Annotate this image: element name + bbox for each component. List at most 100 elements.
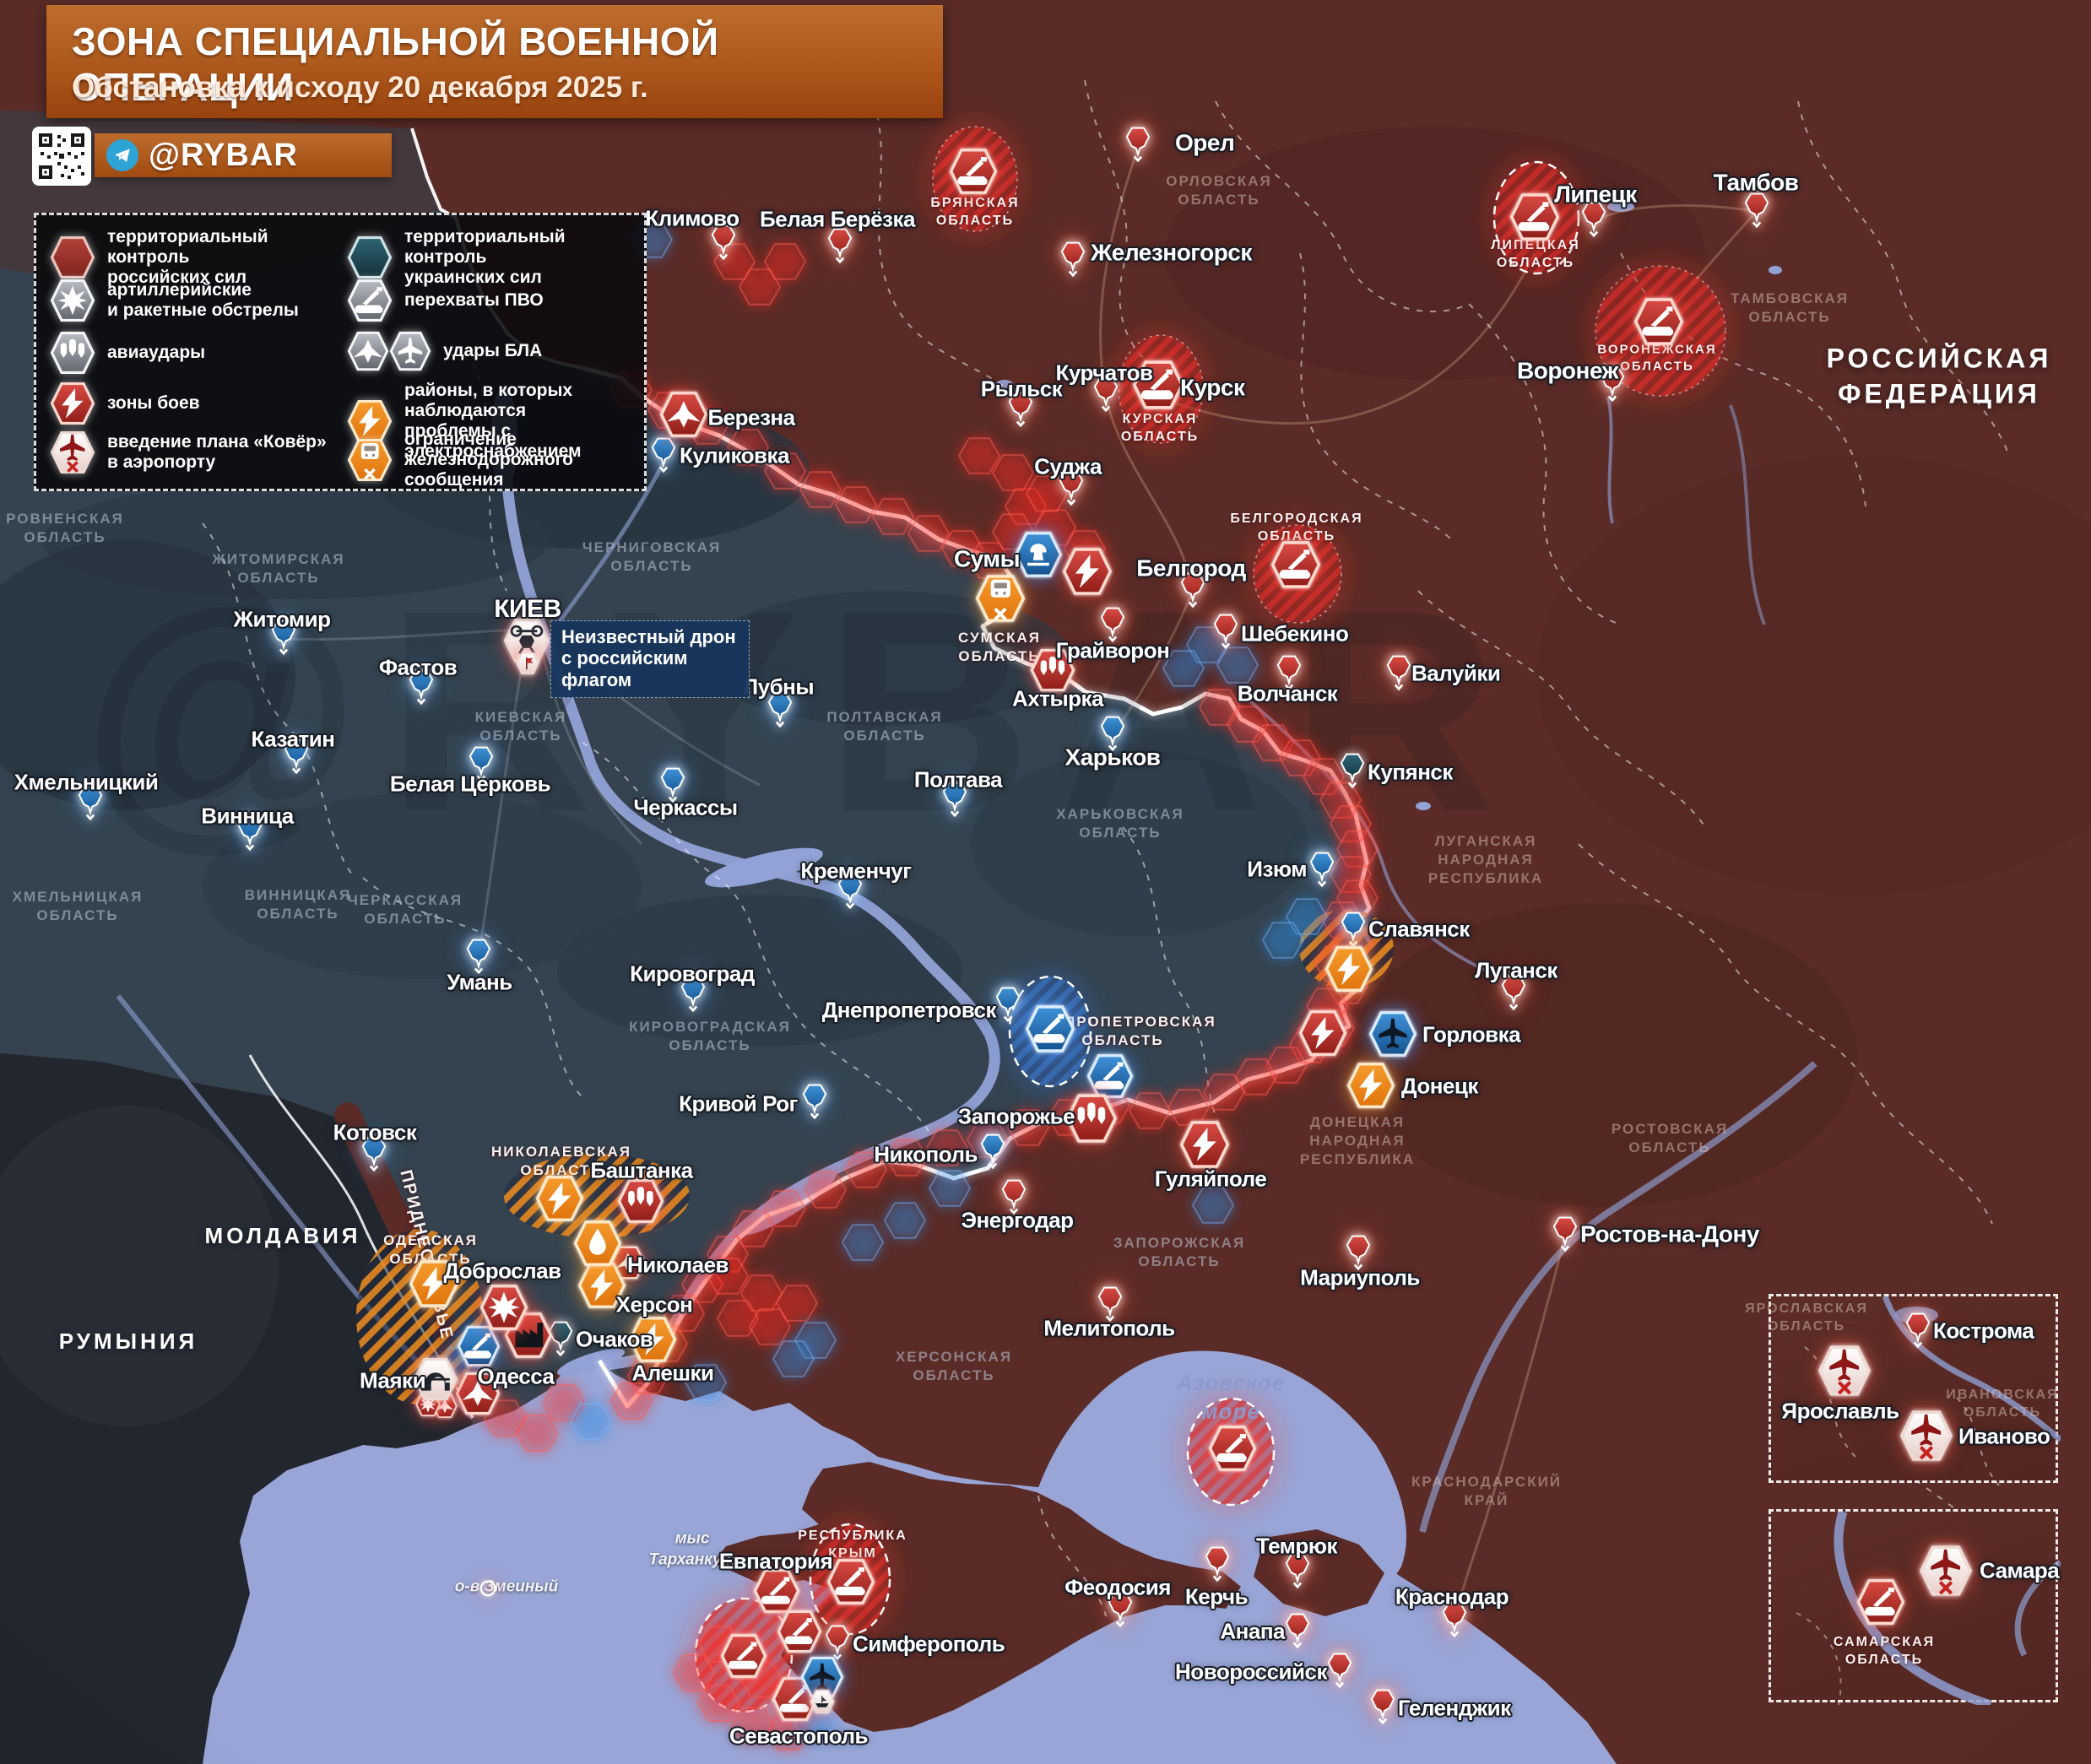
- glow-hex: [844, 1150, 888, 1189]
- legend-item-hex-bla2: удары БЛА: [347, 330, 642, 372]
- drone-annotation: Неизвестный дрон с российским флагом: [550, 620, 750, 698]
- glow-hex: [731, 1706, 775, 1745]
- glow-hex: [763, 452, 807, 490]
- glow-hex: [685, 407, 729, 446]
- qr-code[interactable]: [32, 127, 91, 186]
- hex-pvo-icon: [347, 278, 393, 323]
- legend-item-label: артиллерийские и ракетные обстрелы: [107, 279, 299, 320]
- hatched-zone-red: [1492, 160, 1580, 275]
- glow-hex: [907, 514, 951, 553]
- legend-item-label: зоны боев: [107, 392, 200, 413]
- inset-rivers: [1804, 1296, 2061, 1485]
- hex-bla2-icon: [347, 330, 431, 372]
- glow-hex: [1047, 1098, 1091, 1137]
- hex-rail-icon: [347, 437, 393, 483]
- legend-item-hex-rail: ограничение железнодорожного сообщения: [347, 430, 642, 490]
- glow-hex: [1128, 1091, 1172, 1130]
- annotation-line1: Неизвестный дрон: [561, 626, 736, 647]
- legend-item-hex-artillery: артиллерийские и ракетные обстрелы: [50, 278, 345, 323]
- glow-hex: [834, 485, 878, 524]
- glow-hex: [991, 453, 1035, 492]
- hex-control-ru-icon: [50, 235, 95, 280]
- channel-name: @RYBAR: [149, 137, 298, 173]
- glow-hex: [1162, 649, 1205, 688]
- legend-item-hex-control-ru: территориальный контроль российских сил: [50, 227, 345, 288]
- glow-hex: [885, 1139, 929, 1177]
- glow-hex: [706, 1257, 750, 1296]
- telegram-icon: [106, 139, 138, 171]
- legend-item-label: районы, в которых наблюдаются проблемы с…: [404, 381, 582, 462]
- glow-hex: [1261, 921, 1305, 960]
- legend-item-label: перехваты ПВО: [404, 289, 544, 310]
- hatched-zone-red: [932, 126, 1018, 232]
- glow-hex: [804, 1171, 848, 1209]
- glow-hex: [883, 1201, 927, 1240]
- glow-hex: [1006, 1108, 1050, 1147]
- glow-hex: [1087, 1086, 1131, 1125]
- glow-hex: [925, 1128, 969, 1167]
- glow-hex: [957, 436, 1001, 475]
- legend-item-label: территориальный контроль российских сил: [107, 227, 268, 288]
- glow-hex: [738, 268, 782, 306]
- legend: территориальный контроль российских сил а…: [34, 213, 647, 491]
- glow-hex: [697, 1684, 741, 1723]
- glow-hex: [569, 1402, 613, 1441]
- legend-item-label: удары БЛА: [443, 340, 543, 360]
- legend-item-label: территориальный контроль украинских сил: [404, 227, 566, 288]
- legend-item-hex-control-ua: территориальный контроль украинских сил: [347, 227, 642, 288]
- glow-hex: [748, 1307, 792, 1346]
- glow-hex: [799, 470, 842, 509]
- hex-artillery-icon: [50, 278, 95, 323]
- glow-hex: [775, 1284, 819, 1323]
- glow-hex: [684, 1363, 728, 1402]
- glow-hex: [609, 1382, 653, 1420]
- legend-item-label: введение плана «Ковёр» в аэропорту: [107, 431, 327, 472]
- glow-hex: [1191, 1186, 1235, 1225]
- legend-item-hex-avia: авиаудары: [50, 330, 345, 376]
- hex-battle-icon: [50, 381, 95, 426]
- glow-hex: [647, 391, 691, 430]
- glow-hex: [841, 1223, 885, 1262]
- glow-hex: [731, 1209, 775, 1248]
- inset-yaroslavl-ivanovo: [1769, 1294, 2061, 1485]
- inset-samara: [1769, 1509, 2061, 1705]
- qr-pattern: [39, 133, 84, 179]
- legend-item-label: ограничение железнодорожного сообщения: [404, 430, 573, 490]
- hatched-zone-blue: [1008, 975, 1092, 1088]
- glow-hex: [672, 1653, 716, 1692]
- glow-hex: [1202, 1073, 1246, 1112]
- hatched-zone-orange: [504, 1154, 690, 1238]
- glow-hex: [1234, 1058, 1278, 1096]
- legend-item-hex-battle: зоны боев: [50, 381, 345, 426]
- glow-hex: [928, 1169, 972, 1208]
- hex-control-ua-icon: [347, 235, 393, 280]
- glow-hex: [1167, 1088, 1211, 1127]
- glow-hex: [966, 1120, 1010, 1159]
- taman-peninsula: [1254, 1529, 1384, 1616]
- hex-avia-icon: [50, 330, 95, 376]
- glow-hex: [871, 497, 915, 536]
- glow-hex: [1025, 474, 1069, 513]
- glow-hex: [1216, 646, 1259, 684]
- legend-item-hex-pvo: перехваты ПВО: [347, 278, 642, 323]
- hatched-zone-red: [809, 1523, 891, 1636]
- hex-kovyor-icon: [50, 430, 95, 475]
- title-banner: ЗОНА СПЕЦИАЛЬНОЙ ВОЕННОЙ ОПЕРАЦИИ Обстан…: [46, 5, 943, 118]
- annotation-line2: с российским флагом: [561, 647, 688, 690]
- glow-hex: [967, 541, 1011, 580]
- channel-bar[interactable]: @RYBAR: [95, 133, 392, 177]
- glow-hex: [772, 1339, 815, 1378]
- hatched-zone-red: [1595, 265, 1726, 397]
- inset-rivers: [1796, 1512, 2061, 1705]
- hatched-zone-red: [1186, 1397, 1276, 1507]
- hatched-zone-red: [1253, 524, 1342, 624]
- legend-item-hex-elec: районы, в которых наблюдаются проблемы с…: [347, 381, 642, 463]
- map-subtitle: Обстановка к исходу 20 декабря 2025 г.: [72, 71, 648, 104]
- glow-hex: [763, 242, 807, 281]
- glow-hex: [726, 428, 770, 467]
- hatched-zone-red: [1118, 334, 1204, 444]
- map-title: ЗОНА СПЕЦИАЛЬНОЙ ВОЕННОЙ ОПЕРАЦИИ: [72, 19, 719, 109]
- legend-item-label: авиаудары: [107, 342, 206, 362]
